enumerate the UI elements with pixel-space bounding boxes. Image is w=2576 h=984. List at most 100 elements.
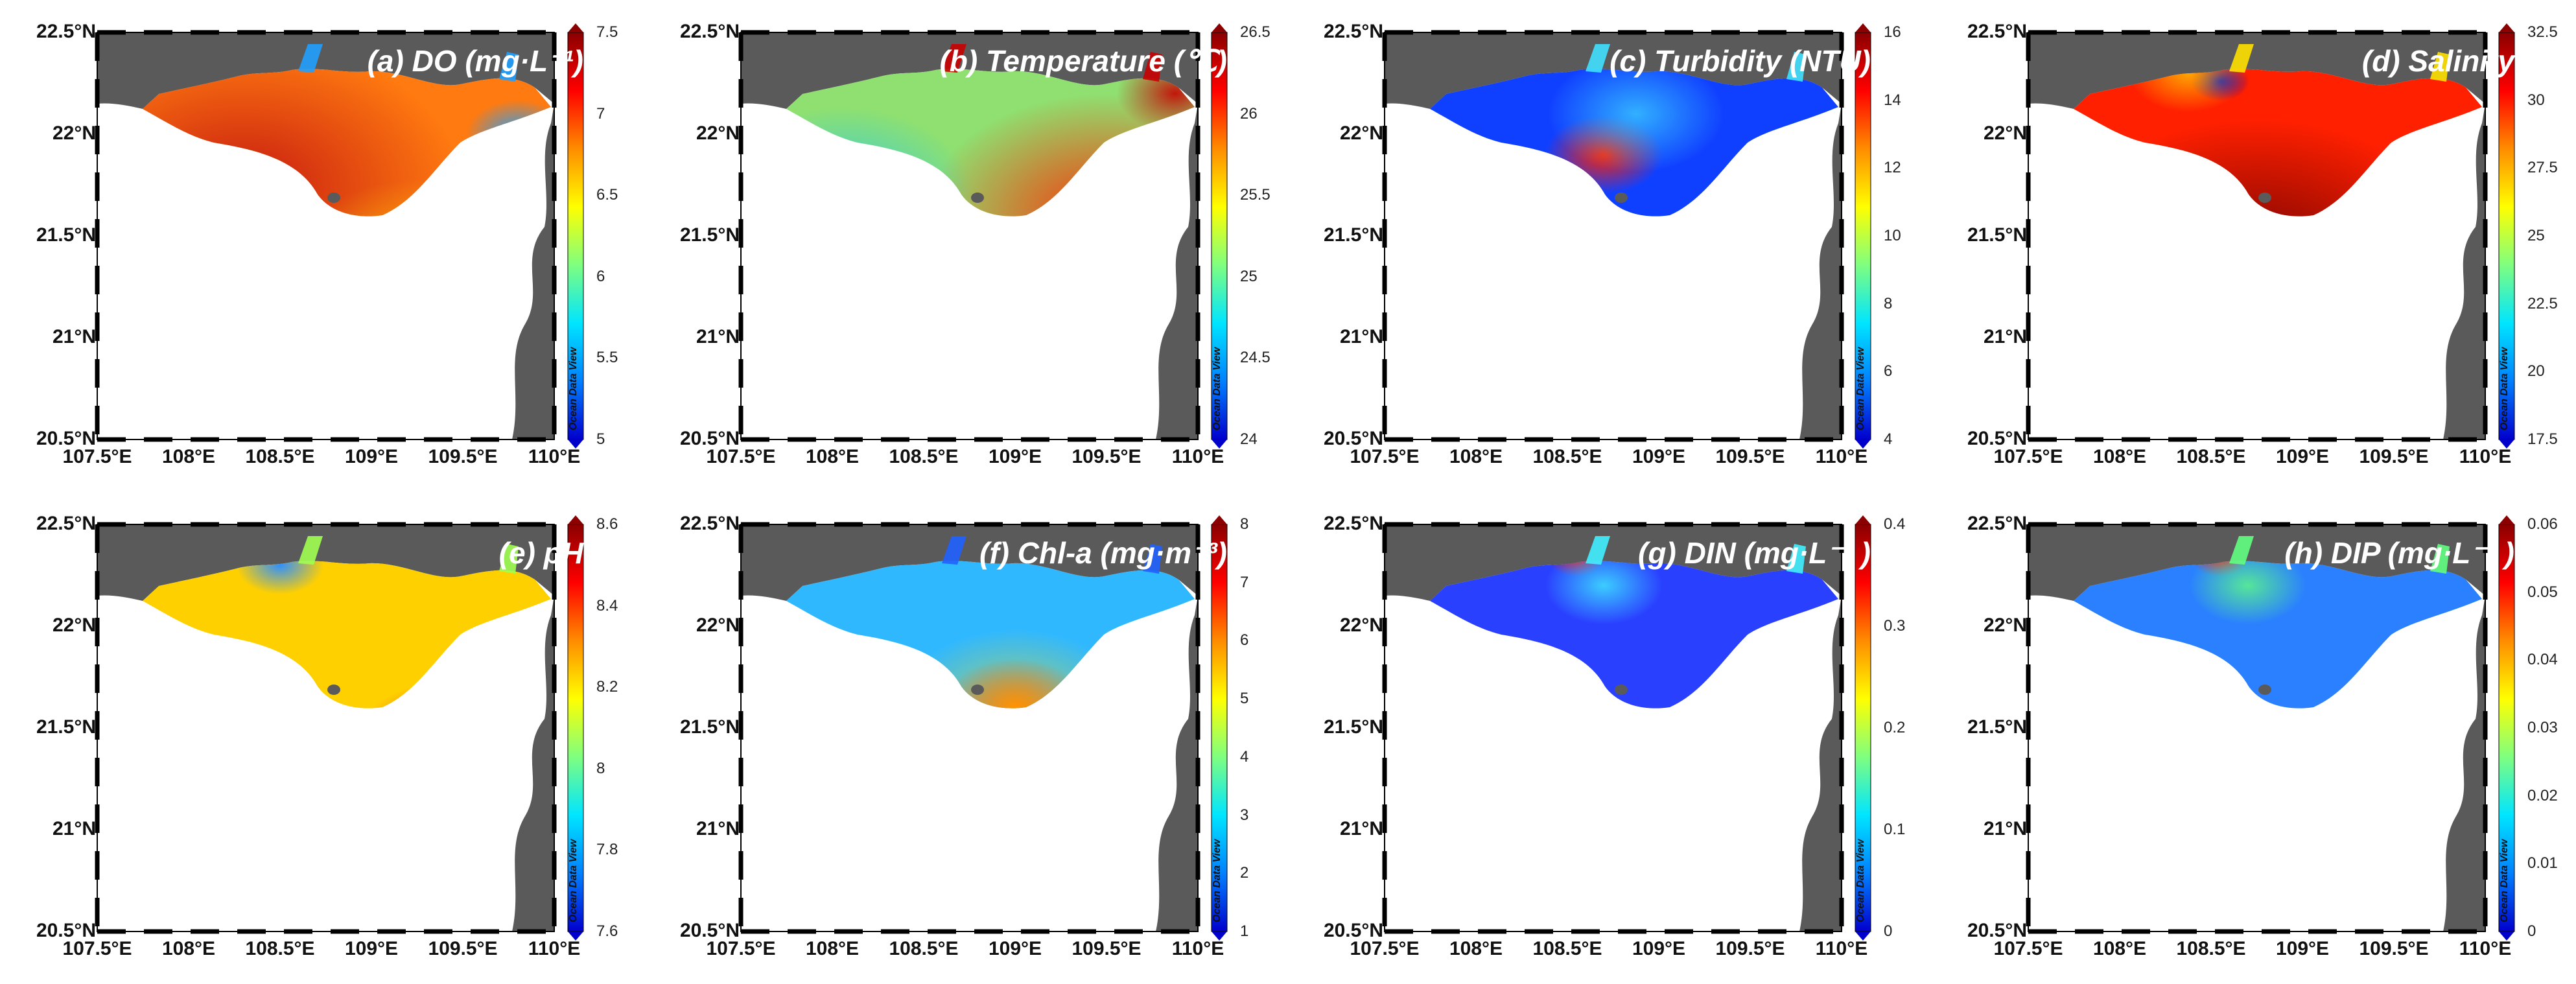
island: [1418, 627, 1427, 631]
island: [2035, 220, 2045, 222]
island: [130, 738, 134, 742]
island: [2061, 246, 2065, 250]
island: [129, 635, 137, 639]
island: [2038, 204, 2042, 206]
island: [1444, 265, 1453, 271]
land-north-coast: [2028, 524, 2485, 601]
land-north-coast: [97, 524, 554, 601]
map-title: (b) Temperature (℃): [939, 44, 1227, 78]
colorbar-tick-label: 8.4: [596, 596, 618, 615]
latitude-label: 21.5°N: [679, 716, 740, 738]
latitude-label: 21°N: [52, 818, 96, 839]
island: [109, 791, 121, 793]
colorbar: [1855, 524, 1871, 932]
island: [156, 265, 166, 271]
island: [156, 757, 166, 763]
island: [105, 815, 111, 817]
longitude-label: 108.5°E: [245, 938, 315, 959]
colorbar-tick-label: 7: [1240, 573, 1249, 591]
colorbar-top-arrow: [2499, 515, 2514, 524]
longitude-label: 110°E: [2459, 446, 2512, 467]
latitude-label: 22°N: [52, 123, 96, 144]
longitude-label: 110°E: [1171, 938, 1224, 959]
island: [775, 128, 787, 132]
latitude-label: 21°N: [1339, 326, 1383, 347]
island: [1396, 688, 1401, 690]
colorbar-tick-label: 0.3: [1884, 617, 1906, 635]
island: [1444, 757, 1453, 763]
island: [772, 746, 784, 750]
island: [797, 281, 803, 287]
island: [751, 799, 761, 801]
latitude-label: 20.5°N: [679, 428, 740, 449]
map-plot: [95, 515, 584, 941]
island: [2063, 620, 2074, 624]
colorbar-tick-label: 6: [596, 267, 605, 285]
gulf-island: [2258, 193, 2271, 203]
island: [771, 151, 777, 155]
island: [2084, 178, 2094, 183]
island: [750, 315, 758, 317]
island: [2085, 281, 2090, 287]
panel-c-turbidity: (c) Turbidity (NTU) 22.5°N 22°N 21.5°N 21°N 2…: [1287, 0, 1931, 492]
island: [747, 117, 751, 119]
island: [2037, 212, 2048, 214]
island: [109, 299, 121, 301]
map-plot: [738, 23, 1228, 449]
colorbar-top-arrow: [568, 515, 583, 524]
island: [1392, 323, 1398, 325]
island: [2040, 791, 2052, 793]
island: [1391, 117, 1395, 119]
longitude-label: 108°E: [2092, 938, 2147, 959]
latitude-label: 20.5°N: [1323, 920, 1383, 941]
longitude-label: 109°E: [1632, 446, 1686, 467]
island: [154, 773, 159, 779]
island: [749, 323, 755, 325]
longitude-label: 107.5°E: [706, 938, 776, 959]
island: [2035, 117, 2039, 119]
latitude-label: 21°N: [52, 326, 96, 347]
longitude-label: 108°E: [161, 938, 216, 959]
island: [2061, 135, 2071, 139]
land-north-coast: [1385, 32, 1842, 109]
island: [799, 162, 803, 168]
longitude-label: 110°E: [528, 938, 581, 959]
island: [1442, 273, 1450, 279]
gulf-island: [1615, 193, 1628, 203]
island: [800, 265, 810, 271]
island: [2085, 773, 2090, 779]
latitude-label: 22.5°N: [36, 21, 96, 42]
panel-d-salinity: (d) Salinity 22.5°N 22°N 21.5°N 21°N 20.5°N 10…: [1931, 0, 2575, 492]
longitude-label: 110°E: [1171, 446, 1224, 467]
longitude-label: 108.5°E: [889, 938, 959, 959]
island: [773, 738, 777, 742]
colorbar-top-arrow: [1212, 23, 1227, 32]
longitude-label: 109.5°E: [2359, 446, 2429, 467]
map-title: (a) DO (mg·L⁻¹): [367, 44, 583, 78]
island: [774, 627, 784, 631]
longitude-label: 109.5°E: [1071, 446, 1142, 467]
longitude-label: 109.5°E: [1071, 938, 1142, 959]
latitude-label: 22°N: [1983, 123, 2027, 144]
island: [775, 239, 780, 242]
longitude-label: 109°E: [988, 446, 1042, 467]
latitude-label: 21.5°N: [1967, 224, 2027, 246]
colorbar-tick-label: 0.1: [1884, 821, 1906, 838]
gulf-island: [2258, 685, 2271, 695]
island: [128, 254, 140, 258]
island: [2083, 288, 2087, 294]
longitude-label: 107.5°E: [1350, 446, 1420, 467]
colorbar-tick-label: 6: [1884, 362, 1893, 381]
gulf-island: [1615, 685, 1628, 695]
island: [1417, 246, 1421, 250]
island: [1420, 120, 1424, 124]
longitude-label: 109°E: [2275, 938, 2330, 959]
island: [1392, 712, 1401, 714]
island: [1396, 196, 1401, 198]
latitude-label: 22.5°N: [679, 21, 740, 42]
island: [152, 288, 156, 294]
island: [2035, 712, 2045, 714]
island: [2039, 196, 2045, 198]
latitude-label: 22.5°N: [1323, 21, 1383, 42]
island: [1393, 704, 1405, 706]
